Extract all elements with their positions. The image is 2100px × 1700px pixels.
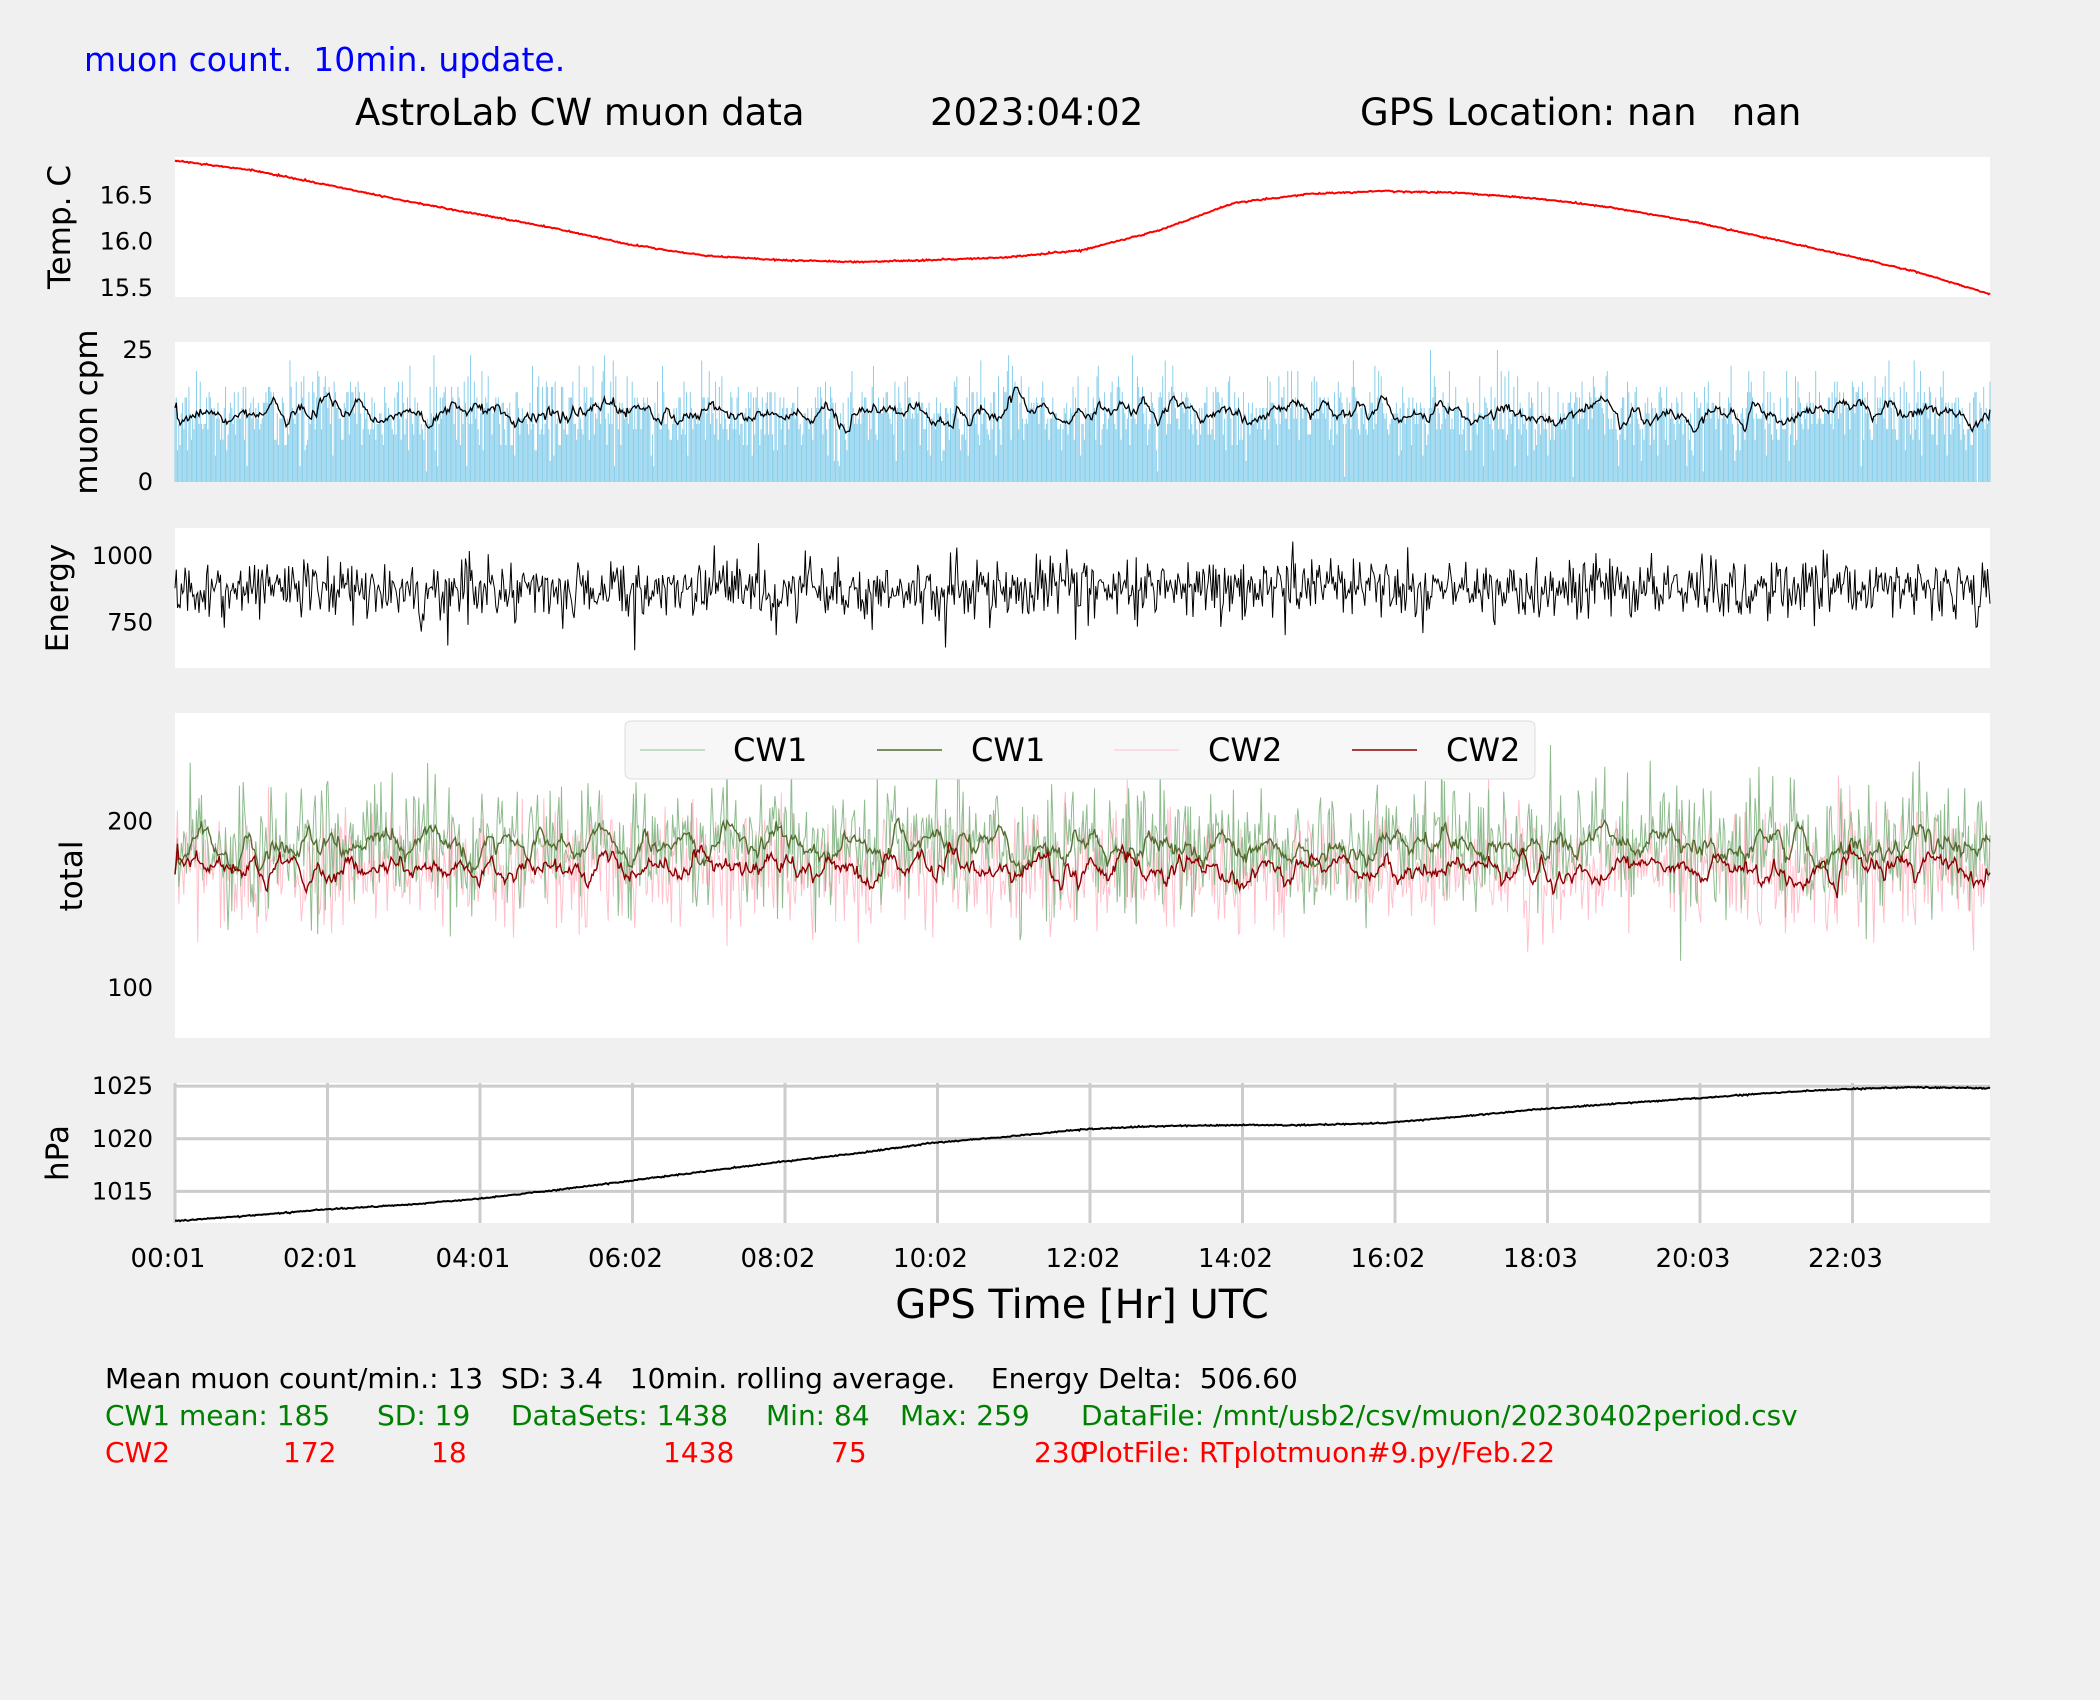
energy-line bbox=[174, 541, 1991, 651]
x-tick-label: 06:02 bbox=[588, 1244, 663, 1274]
x-tick-label: 02:01 bbox=[283, 1244, 358, 1274]
cw2-label: CW2 bbox=[105, 1436, 171, 1469]
y-tick-label: 1000 bbox=[92, 542, 153, 570]
y-tick-label: 1015 bbox=[92, 1177, 153, 1205]
datafile-path: DataFile: /mnt/usb2/csv/muon/20230402per… bbox=[1081, 1399, 1798, 1432]
temperature-line bbox=[174, 159, 1991, 296]
cw1-raw-line bbox=[174, 722, 1991, 961]
footer-cw1-row: CW1 mean: 185 SD: 19 DataSets: 1438 Min:… bbox=[105, 1399, 1798, 1630]
legend-label-cw2-avg: CW2 bbox=[1446, 731, 1520, 769]
legend-label-cw2-raw: CW2 bbox=[1208, 731, 1282, 769]
figure: 15.5 16.0 16.5 0 25 750 1000 100 200 1015 1020 1025… bbox=[40, 157, 1991, 1328]
chart-title: AstroLab CW muon data bbox=[355, 91, 805, 134]
chart-date: 2023:04:02 bbox=[930, 91, 1144, 134]
x-tick-label: 16:02 bbox=[1351, 1244, 1426, 1274]
y-tick-label: 100 bbox=[107, 974, 153, 1002]
series-lines bbox=[174, 159, 1991, 1223]
x-tick-label: 12:02 bbox=[1046, 1244, 1121, 1274]
footer-summary: Mean muon count/min.: 13 SD: 3.4 10min. … bbox=[105, 1362, 1298, 1395]
cw1-avg-line bbox=[174, 817, 1991, 876]
energy-ylabel: Energy bbox=[40, 544, 76, 653]
cw2-raw-line bbox=[174, 775, 1991, 953]
y-tick-label: 15.5 bbox=[100, 274, 153, 302]
x-tick-label: 18:03 bbox=[1503, 1244, 1578, 1274]
cw2-avg-line bbox=[174, 841, 1991, 899]
temp-ylabel: Temp. C bbox=[42, 165, 78, 290]
x-tick-label: 10:02 bbox=[893, 1244, 968, 1274]
x-axis-label: GPS Time [Hr] UTC bbox=[895, 1282, 1269, 1328]
cw1-mean: CW1 mean: 185 bbox=[105, 1399, 331, 1432]
cw1-sd: SD: 19 bbox=[377, 1399, 471, 1432]
cw2-mean: 172 bbox=[283, 1436, 337, 1469]
cw1-min: Min: 84 bbox=[766, 1399, 870, 1432]
x-tick-label: 00:01 bbox=[131, 1244, 206, 1274]
temp-panel bbox=[175, 157, 1990, 297]
gps-location: GPS Location: nan nan bbox=[1360, 91, 1802, 134]
x-tick-label: 20:03 bbox=[1656, 1244, 1731, 1274]
update-note: muon count. 10min. update. bbox=[84, 40, 566, 79]
muon-rolling-avg bbox=[174, 386, 1991, 435]
y-tick-label: 16.5 bbox=[100, 182, 153, 210]
cw2-min: 75 bbox=[831, 1436, 867, 1469]
cw1-max: Max: 259 bbox=[900, 1399, 1030, 1432]
legend-label-cw1-raw: CW1 bbox=[733, 731, 807, 769]
cw1-datasets: DataSets: 1438 bbox=[511, 1399, 729, 1432]
legend-label-cw1-avg: CW1 bbox=[971, 731, 1045, 769]
cw2-datasets: 1438 bbox=[663, 1436, 735, 1469]
x-tick-label: 04:01 bbox=[436, 1244, 511, 1274]
x-tick-label: 08:02 bbox=[741, 1244, 816, 1274]
y-tick-label: 25 bbox=[122, 336, 153, 364]
x-tick-label: 22:03 bbox=[1808, 1244, 1883, 1274]
plotfile-name: PlotFile: RTplotmuon#9.py/Feb.22 bbox=[1081, 1436, 1556, 1469]
legend: CW1 CW1 CW2 CW2 bbox=[624, 720, 1536, 780]
pressure-ylabel: hPa bbox=[40, 1125, 76, 1181]
footer-cw2-row: CW2 172 18 1438 75 230 PlotFile: RTplotm… bbox=[105, 1436, 1555, 1700]
y-tick-label: 16.0 bbox=[100, 228, 153, 256]
cw2-sd: 18 bbox=[431, 1436, 467, 1469]
muon-bars bbox=[174, 349, 1991, 482]
tick-labels: 15.5 16.0 16.5 0 25 750 1000 100 200 1015 1020 1025… bbox=[92, 182, 1883, 1274]
total-ylabel: total bbox=[54, 841, 90, 912]
muon-ylabel: muon cpm bbox=[69, 329, 105, 494]
y-tick-label: 200 bbox=[107, 807, 153, 835]
y-tick-label: 1025 bbox=[92, 1072, 153, 1100]
y-tick-label: 0 bbox=[138, 468, 153, 496]
y-tick-label: 750 bbox=[107, 609, 153, 637]
legend-box bbox=[624, 720, 1536, 780]
cw2-max: 230 bbox=[1034, 1436, 1088, 1469]
pressure-line bbox=[175, 1085, 1991, 1223]
pressure-grid bbox=[173, 1083, 1990, 1223]
x-tick-label: 14:02 bbox=[1198, 1244, 1273, 1274]
y-tick-label: 1020 bbox=[92, 1125, 153, 1153]
